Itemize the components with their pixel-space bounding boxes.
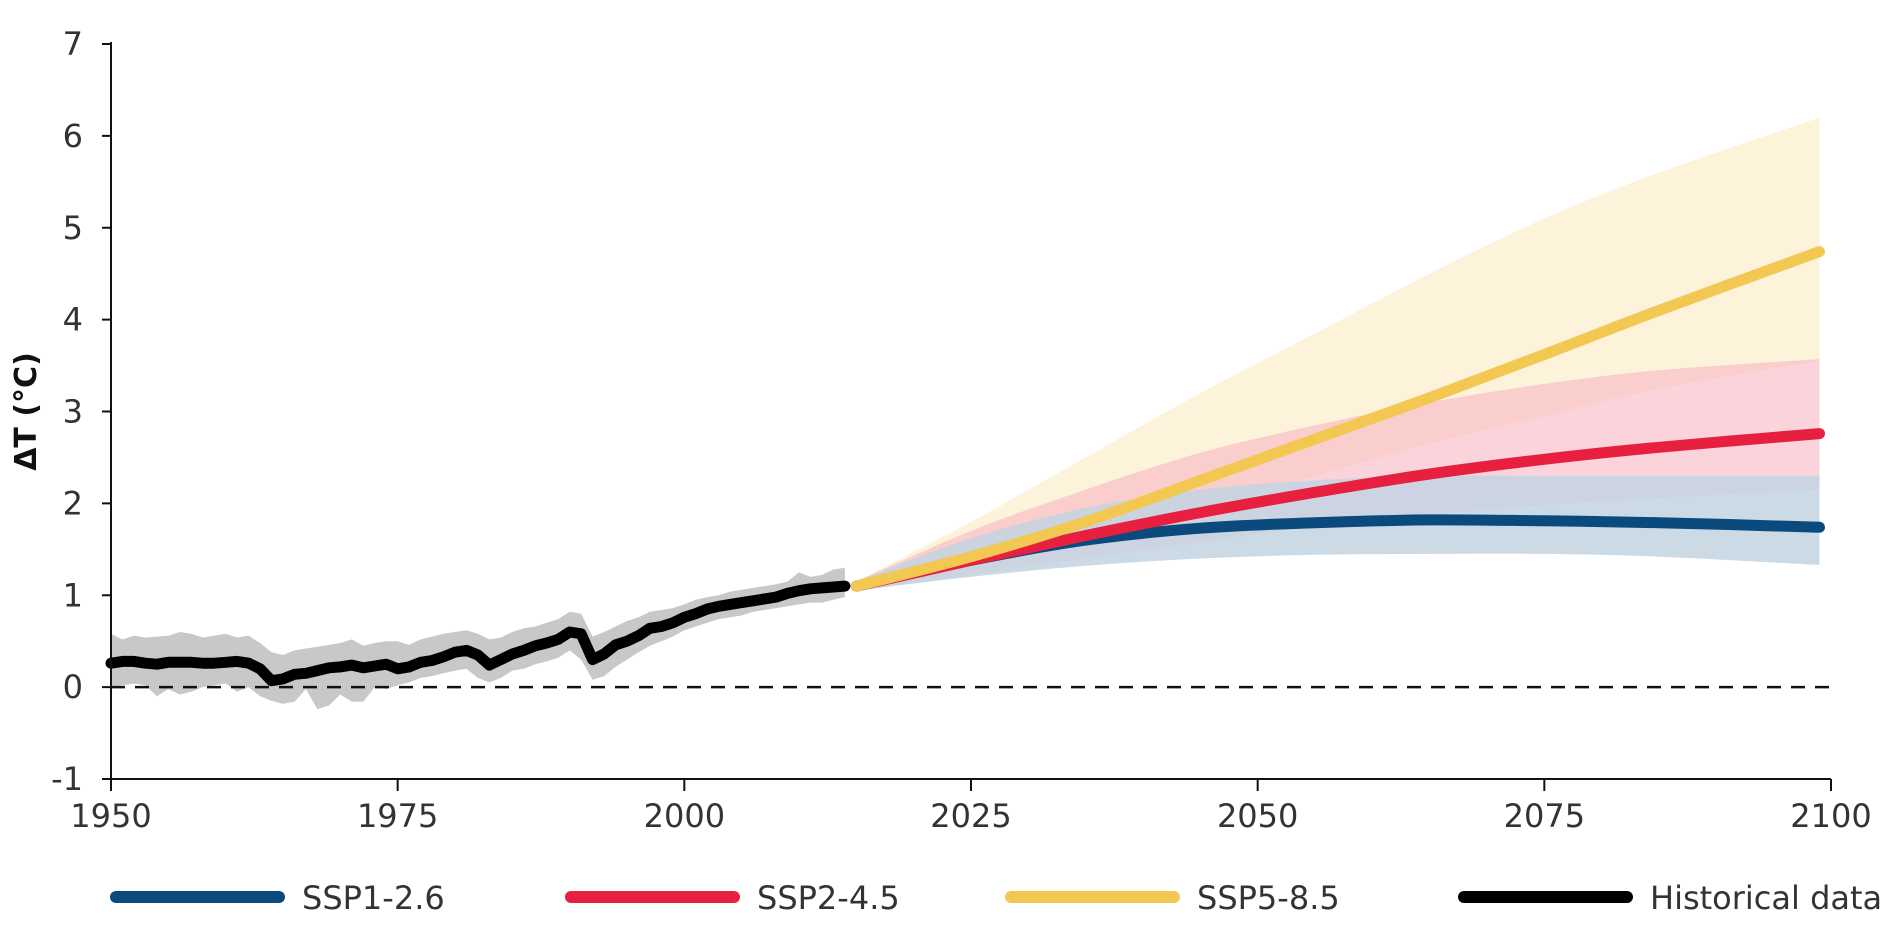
series-line-ssp5-8-5 [850, 246, 1825, 592]
legend-item-ssp2-4-5: SSP2-4.5 [565, 879, 900, 917]
band-ssp5-8-5 [856, 117, 1820, 591]
series-line-ssp2-4-5 [850, 428, 1825, 592]
x-tick-label: 2050 [1217, 797, 1298, 835]
y-tick-label: 2 [63, 484, 83, 522]
band-ssp1-2-6 [856, 475, 1820, 591]
x-tick-label: 1975 [357, 797, 438, 835]
y-axis-title: ΔT (°C) [9, 352, 44, 471]
legend: SSP1-2.6 SSP2-4.5 SSP5-8.5 Historical data [110, 879, 1882, 917]
legend-item-ssp5-8-5: SSP5-8.5 [1005, 879, 1340, 917]
legend-item-historical-data: Historical data [1458, 879, 1882, 917]
y-tick-label: 7 [63, 25, 83, 63]
legend-label: SSP5-8.5 [1197, 879, 1340, 917]
x-tick-label: 1950 [70, 797, 151, 835]
uncertainty-bands [111, 117, 1820, 710]
x-tick-label: 2025 [930, 797, 1011, 835]
y-tick-label: 1 [63, 576, 83, 614]
series-lines [105, 246, 1825, 687]
y-tick-label: 0 [63, 668, 83, 706]
x-tick-label: 2075 [1504, 797, 1585, 835]
x-tick-label: 2100 [1790, 797, 1871, 835]
legend-label: SSP1-2.6 [302, 879, 445, 917]
legend-label: SSP2-4.5 [757, 879, 900, 917]
series-line-historical-data [105, 580, 851, 687]
y-tick-label: 5 [63, 209, 83, 247]
y-tick-label: -1 [51, 760, 83, 798]
y-tick-label: 3 [63, 393, 83, 431]
legend-label: Historical data [1650, 879, 1882, 917]
y-tick-label: 6 [63, 117, 83, 155]
legend-item-ssp1-2-6: SSP1-2.6 [110, 879, 445, 917]
y-tick-label: 4 [63, 301, 83, 339]
x-tick-label: 2000 [644, 797, 725, 835]
